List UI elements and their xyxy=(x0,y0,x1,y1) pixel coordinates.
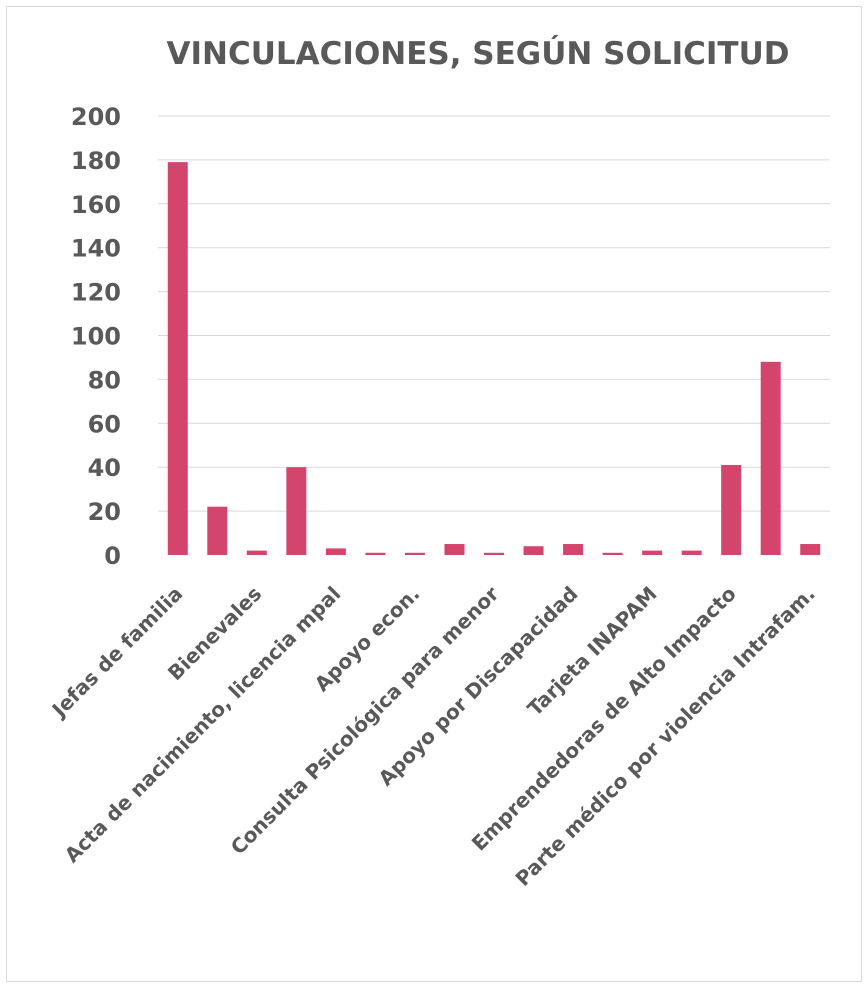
bar xyxy=(365,553,385,555)
y-tick-label: 200 xyxy=(71,103,121,131)
y-axis-ticks: 0 20 40 60 80 100 120 140 160 180 200 xyxy=(71,103,121,570)
bar-chart: VINCULACIONES, SEGÚN SOLICITUD 0 20 40 60 80… xyxy=(7,7,863,983)
bar xyxy=(800,544,820,555)
bar xyxy=(524,546,544,555)
y-tick-label: 40 xyxy=(88,454,121,482)
y-tick-label: 80 xyxy=(88,366,121,394)
y-tick-label: 20 xyxy=(88,498,121,526)
chart-frame: VINCULACIONES, SEGÚN SOLICITUD 0 20 40 60 80… xyxy=(6,6,862,982)
y-tick-label: 140 xyxy=(71,235,121,263)
bar xyxy=(326,548,346,555)
bar xyxy=(286,467,306,555)
y-tick-label: 160 xyxy=(71,191,121,219)
bars xyxy=(168,162,820,555)
y-tick-label: 0 xyxy=(104,542,121,570)
bar xyxy=(563,544,583,555)
bar xyxy=(761,362,781,555)
bar xyxy=(247,551,267,555)
bar xyxy=(207,507,227,555)
gridlines xyxy=(158,116,830,511)
chart-title: VINCULACIONES, SEGÚN SOLICITUD xyxy=(167,35,790,72)
y-tick-label: 180 xyxy=(71,147,121,175)
y-tick-label: 100 xyxy=(71,323,121,351)
y-tick-label: 120 xyxy=(71,279,121,307)
bar xyxy=(603,553,623,555)
bar xyxy=(444,544,464,555)
bar xyxy=(721,465,741,555)
x-tick-label: Acta de nacimiento, licencia mpal xyxy=(60,582,346,868)
x-tick-label: Parte médico por violencia Intrafam. xyxy=(511,582,820,891)
bar xyxy=(682,551,702,555)
bar xyxy=(168,162,188,555)
bar xyxy=(405,553,425,555)
x-tick-label: Jefas de familia xyxy=(46,582,187,723)
bar xyxy=(484,553,504,555)
y-tick-label: 60 xyxy=(88,410,121,438)
bar xyxy=(642,551,662,555)
